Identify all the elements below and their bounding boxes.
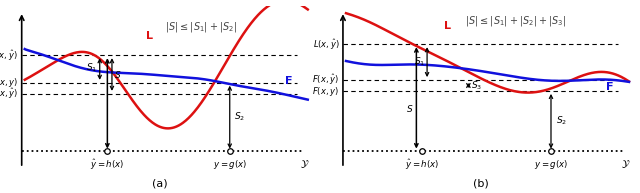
- Text: $|S| \leq |S_1| + |S_2|$: $|S| \leq |S_1| + |S_2|$: [166, 19, 237, 34]
- Text: $\hat{y}=h(x)$: $\hat{y}=h(x)$: [405, 157, 440, 172]
- Text: F: F: [606, 82, 614, 92]
- Text: $S_3$: $S_3$: [472, 79, 483, 92]
- Text: $S_1$: $S_1$: [414, 56, 426, 68]
- Text: L: L: [444, 21, 451, 31]
- Text: $y=g(x)$: $y=g(x)$: [534, 157, 568, 171]
- Text: (a): (a): [152, 178, 167, 188]
- Text: $S$: $S$: [406, 103, 413, 114]
- Text: $F(x,y)$: $F(x,y)$: [312, 85, 339, 97]
- Text: L: L: [146, 31, 152, 41]
- Text: $L(x,\hat{y})$: $L(x,\hat{y})$: [0, 48, 18, 63]
- Text: F: F: [285, 76, 292, 86]
- Text: $F(x,y)$: $F(x,y)$: [0, 76, 18, 89]
- Text: $S_2$: $S_2$: [556, 115, 566, 128]
- Text: $\hat{y}=h(x)$: $\hat{y}=h(x)$: [90, 157, 125, 172]
- Text: $S_1$: $S_1$: [86, 61, 97, 74]
- Text: $F(x,\hat{y})$: $F(x,\hat{y})$: [0, 86, 18, 101]
- Text: $\mathcal{Y}$: $\mathcal{Y}$: [300, 158, 309, 170]
- Text: $F(x,\hat{y})$: $F(x,\hat{y})$: [312, 73, 339, 87]
- Text: (b): (b): [473, 178, 488, 188]
- Text: $y=g(x)$: $y=g(x)$: [212, 157, 247, 171]
- Text: $S_2$: $S_2$: [234, 111, 246, 123]
- Text: $L(x,\hat{y})$: $L(x,\hat{y})$: [312, 37, 339, 52]
- Text: $S$: $S$: [115, 69, 122, 80]
- Text: $|S| \leq |S_1| + |S_2| + |S_3|$: $|S| \leq |S_1| + |S_2| + |S_3|$: [465, 14, 567, 28]
- Text: $\mathcal{Y}$: $\mathcal{Y}$: [621, 158, 630, 170]
